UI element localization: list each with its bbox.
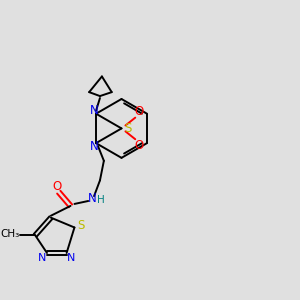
Text: S: S <box>125 122 132 135</box>
Text: O: O <box>135 105 144 118</box>
Text: O: O <box>135 139 144 152</box>
Text: S: S <box>78 219 85 232</box>
Text: N: N <box>67 253 76 263</box>
Text: O: O <box>52 180 62 193</box>
Text: N: N <box>88 192 97 205</box>
Text: CH₃: CH₃ <box>0 229 19 239</box>
Text: N: N <box>90 104 98 117</box>
Text: N: N <box>90 140 98 153</box>
Text: N: N <box>38 253 46 263</box>
Text: H: H <box>97 195 105 205</box>
